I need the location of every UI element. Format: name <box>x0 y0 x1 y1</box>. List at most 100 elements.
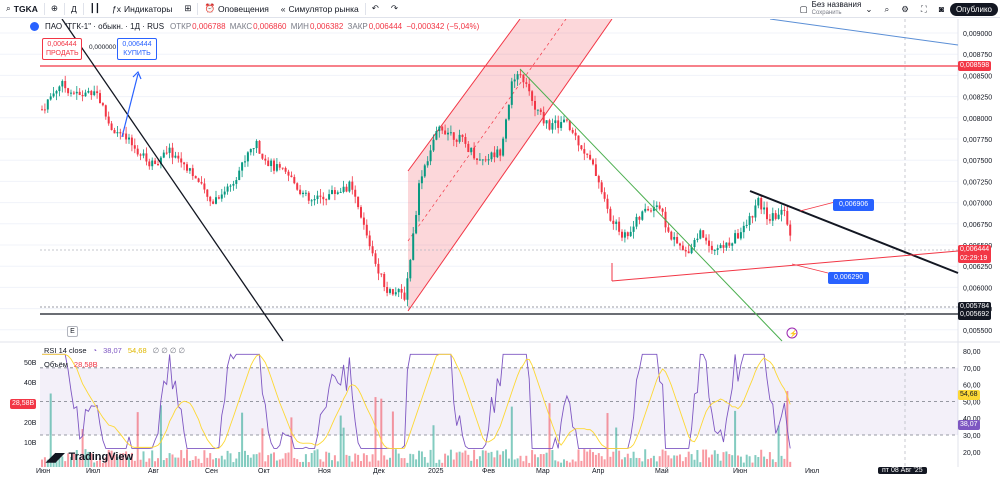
time-axis-label: Ноя <box>318 468 331 475</box>
drawing-price-label-lower[interactable]: 0,006290 <box>828 272 870 284</box>
interval-button[interactable]: Д <box>70 3 77 14</box>
candle-body <box>542 111 545 124</box>
candle-body <box>661 208 664 212</box>
fullscreen-button[interactable]: ⛶ <box>915 0 933 18</box>
candle-body <box>507 104 510 120</box>
volume-bar <box>162 460 165 467</box>
volume-bar <box>322 461 325 467</box>
compare-button[interactable]: ⊕ <box>45 0 64 18</box>
high-value: 0,006860 <box>253 22 287 31</box>
quick-search-button[interactable]: ⌕ <box>878 0 895 18</box>
candle-body <box>522 74 525 83</box>
volume-bar <box>122 453 125 467</box>
candle-body <box>687 251 690 254</box>
rsi-axis-label: 30,00 <box>963 433 981 440</box>
blue-trend-line-top <box>769 19 959 46</box>
volume-bar <box>58 458 61 467</box>
volume-bar <box>101 462 104 467</box>
candle-body <box>293 177 296 184</box>
candle-body <box>632 226 635 232</box>
undo-button[interactable]: ↶ <box>366 0 385 18</box>
candle-body <box>452 132 455 140</box>
volume-bar <box>783 458 786 467</box>
candle-body <box>360 207 362 218</box>
volume-bar <box>493 457 496 467</box>
replay-button[interactable]: « Симулятор рынка <box>275 0 365 18</box>
sell-button[interactable]: 0,006444 ПРОДАТЬ <box>42 38 82 60</box>
volume-bar <box>278 459 281 467</box>
volume-axis-label: 20B <box>24 420 37 427</box>
volume-bar <box>513 459 516 467</box>
volume-bar <box>742 462 745 467</box>
volume-bar <box>61 456 64 467</box>
snapshot-button[interactable]: ◙ <box>933 0 950 18</box>
candle-body <box>217 197 220 199</box>
volume-bar <box>206 457 209 467</box>
candle-body <box>583 149 586 154</box>
candle-body <box>96 91 99 94</box>
alerts-button[interactable]: ⏰ Оповещения <box>198 0 274 18</box>
candle-body <box>168 147 171 153</box>
candle-body <box>339 191 342 193</box>
rsi-settings-icon[interactable]: ◔ <box>92 346 98 355</box>
volume-bar <box>270 453 273 467</box>
volume-bar <box>383 455 386 467</box>
volume-bar <box>716 453 719 467</box>
buy-button[interactable]: 0,006444 КУПИТЬ <box>117 38 157 60</box>
candle-body <box>757 197 760 206</box>
rsi-line <box>42 353 791 449</box>
candle-body <box>342 186 345 192</box>
candle-body <box>177 155 180 159</box>
tradingview-logo[interactable]: ◢◤ TradingView <box>46 450 133 464</box>
layout-menu[interactable]: ▢ Без названия Сохранить ⌄ <box>794 0 879 18</box>
volume-bar <box>148 458 151 467</box>
candle-body <box>702 230 705 238</box>
candle-body <box>444 130 447 135</box>
indicators-button[interactable]: ƒx Индикаторы <box>106 0 178 18</box>
resistance-price-tag: 0,008598 <box>958 61 992 71</box>
volume-bar <box>232 462 235 467</box>
time-axis-label: Окт <box>258 468 270 475</box>
volume-bar <box>99 458 101 467</box>
candle-body <box>760 197 763 210</box>
candle-body <box>55 91 58 94</box>
volume-bar <box>336 461 339 467</box>
top-toolbar: ⌕ TGKA ⊕ Д ┃┃ ƒx Индикаторы ⊞ ⏰ Оповещен… <box>0 0 1000 18</box>
events-button[interactable]: E <box>67 326 78 337</box>
candle-body <box>232 183 235 186</box>
volume-bar <box>104 457 107 467</box>
volume-bar <box>728 454 731 467</box>
candle-body <box>420 176 423 184</box>
candle-body <box>525 82 528 84</box>
trend-channel-upper <box>407 19 521 172</box>
redo-button[interactable]: ↷ <box>385 0 404 18</box>
chart-type-button[interactable]: ┃┃ <box>84 0 106 18</box>
chart-canvas[interactable]: ⚡ 0,009000 0,008750 0,008500 0,008250 0,0080… <box>0 19 1000 467</box>
volume-bar <box>145 461 148 467</box>
symbol-search[interactable]: ⌕ TGKA <box>0 0 44 18</box>
candle-body <box>551 123 554 130</box>
volume-bar <box>258 452 261 467</box>
red-support-line <box>611 250 959 282</box>
price-axis-label: 0,008250 <box>963 95 992 102</box>
volume-bar <box>180 450 183 467</box>
volume-bar <box>586 451 589 467</box>
volume-bar <box>125 451 128 467</box>
alerts-label: Оповещения <box>218 3 269 14</box>
volume-bar <box>255 454 258 467</box>
publish-button[interactable]: Опублико <box>949 2 998 16</box>
volume-bar <box>168 453 171 467</box>
drawing-price-label-upper[interactable]: 0,006906 <box>833 199 875 211</box>
volume-bar <box>754 455 757 467</box>
candle-body <box>621 231 623 238</box>
candle-body <box>183 162 186 165</box>
candle-body <box>478 159 481 161</box>
price-axis-label: 0,007750 <box>963 137 992 144</box>
volume-bar <box>664 450 667 467</box>
volume-bar <box>81 428 84 467</box>
settings-button[interactable]: ⚙ <box>895 0 915 18</box>
candle-body <box>209 196 212 202</box>
candle-body <box>606 198 609 209</box>
candle-body <box>739 232 742 239</box>
templates-button[interactable]: ⊞ <box>178 0 197 18</box>
